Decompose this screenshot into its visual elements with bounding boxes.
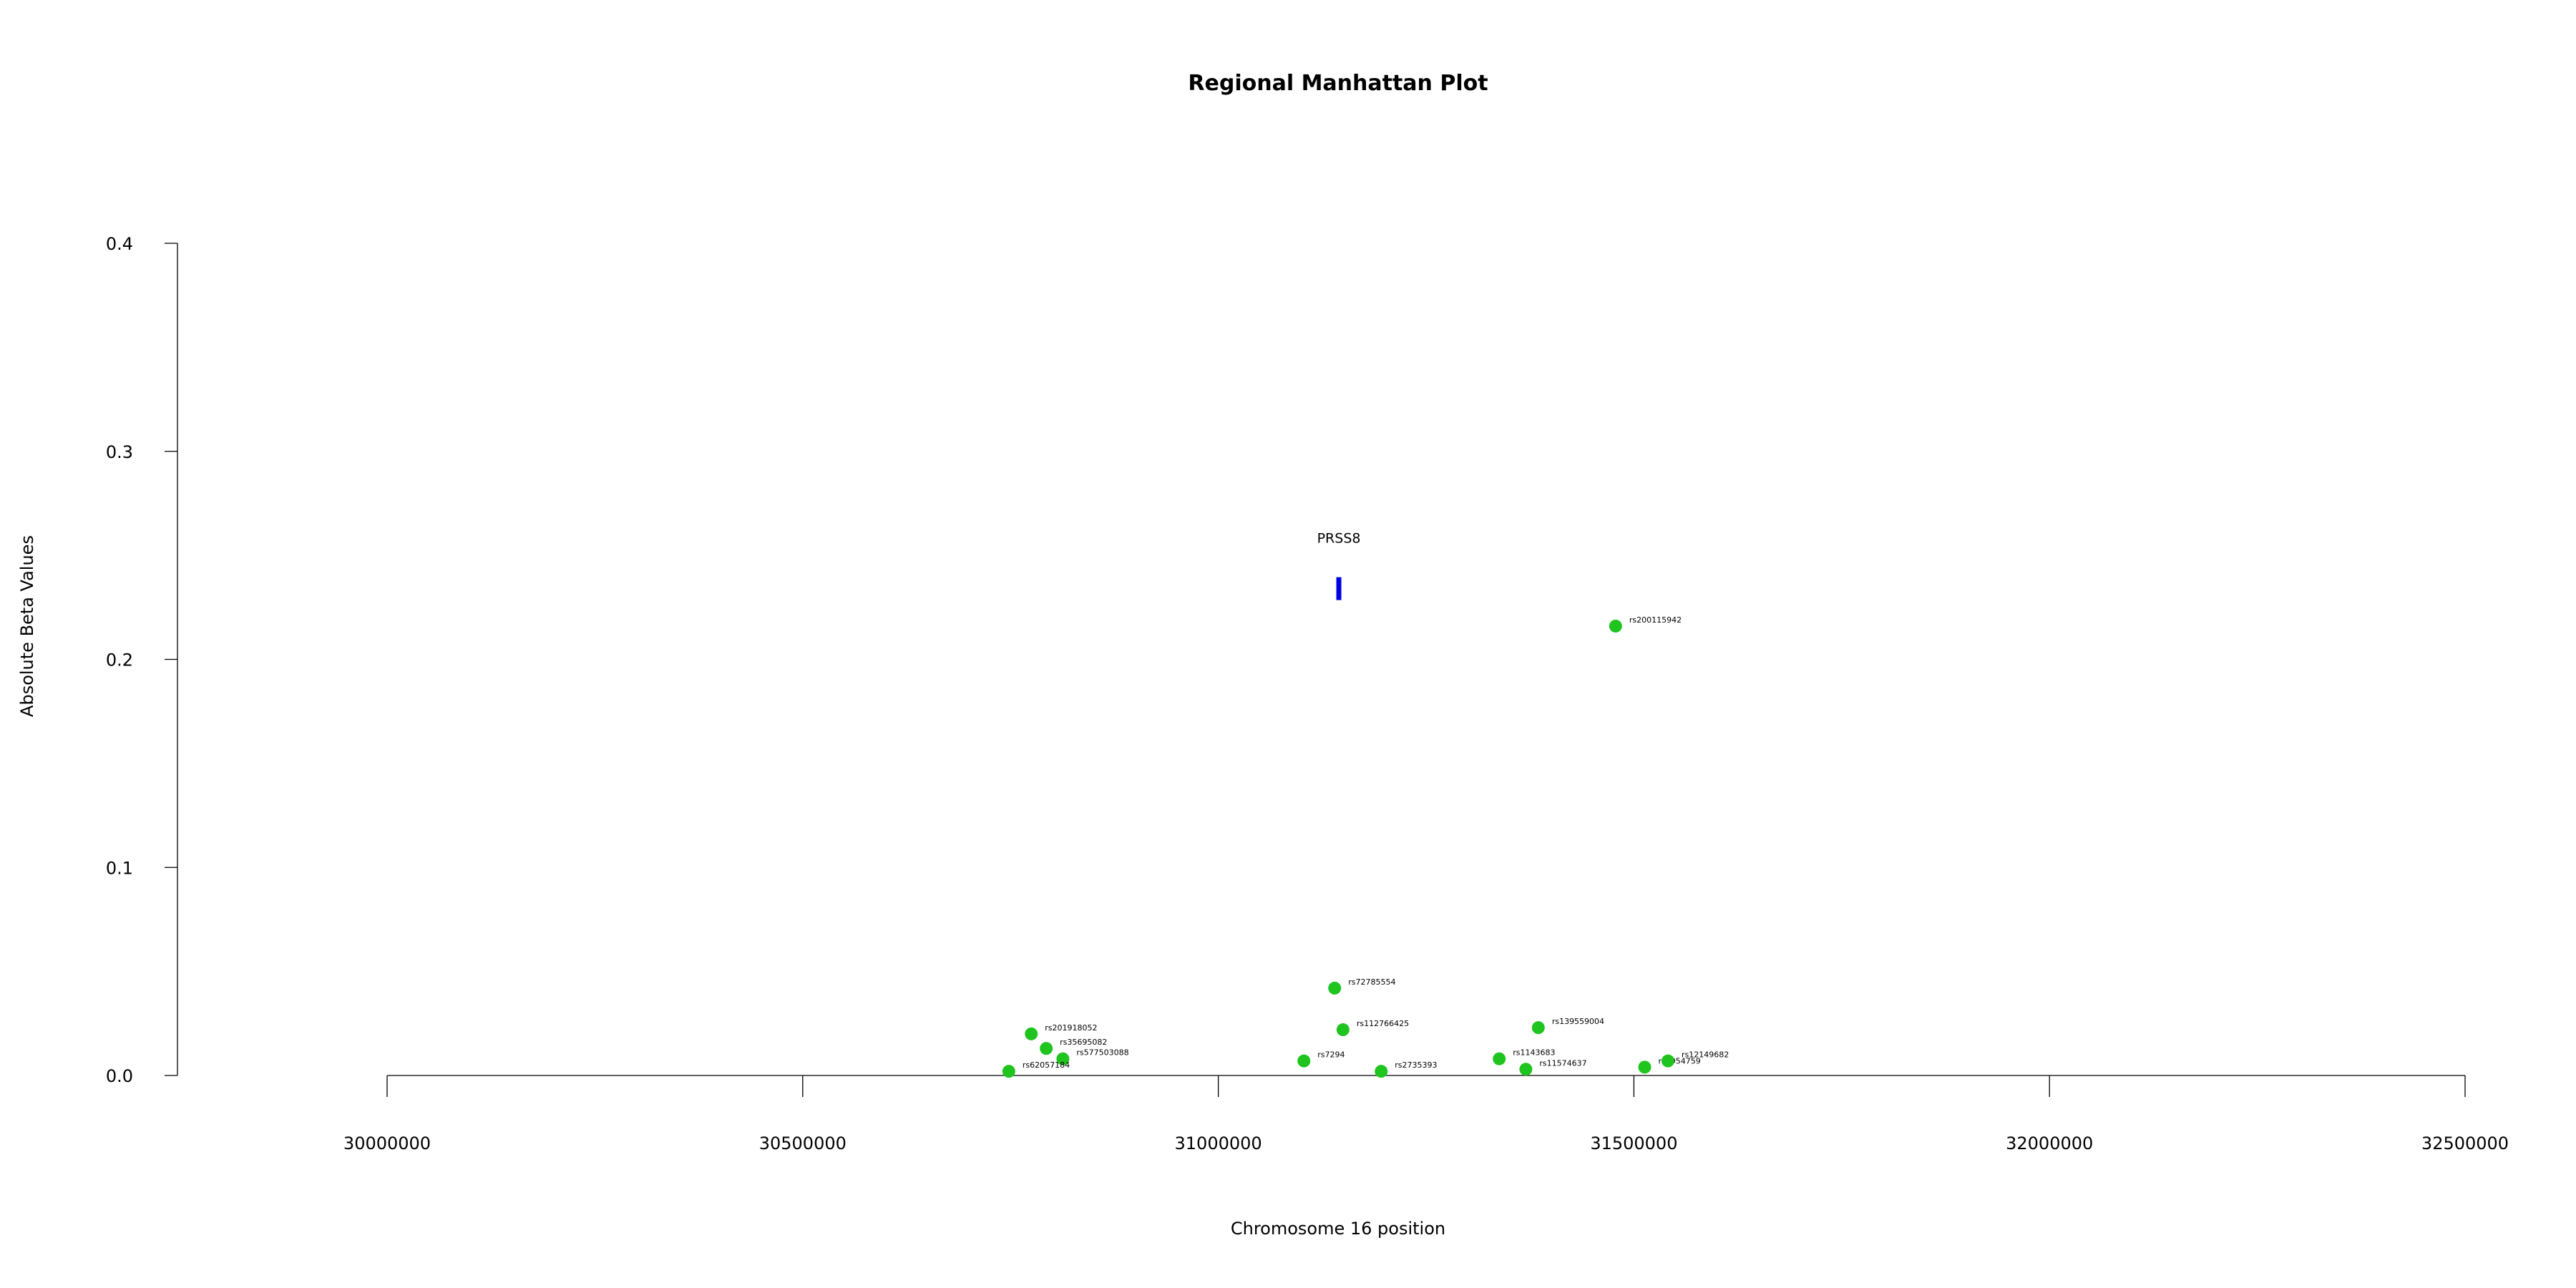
- x-axis-ticks: 30000000 30500000 31000000 31500000 32000000…: [343, 1075, 2509, 1153]
- x-tick-label: 32500000: [2421, 1133, 2509, 1153]
- snp-label: rs139559004: [1552, 1017, 1604, 1026]
- snp-point: [1336, 1023, 1350, 1037]
- snp-label: rs7294: [1317, 1050, 1345, 1060]
- snp-point: [1609, 619, 1622, 633]
- snp-label: rs62057184: [1023, 1060, 1070, 1070]
- snp-label: rs200115942: [1629, 615, 1682, 625]
- snp-label: rs35695082: [1060, 1038, 1107, 1047]
- snp-point: [1638, 1060, 1652, 1074]
- snp-point: [1375, 1065, 1388, 1078]
- snp-point: [1328, 981, 1342, 995]
- snp-label: rs577503088: [1076, 1048, 1128, 1058]
- x-tick-label: 31500000: [1590, 1133, 1677, 1153]
- snp-point: [1297, 1054, 1311, 1068]
- snp-label: rs11574637: [1539, 1058, 1586, 1068]
- y-axis-label: Absolute Beta Values: [17, 535, 37, 717]
- snp-label: rs201918052: [1045, 1023, 1097, 1033]
- snp-point: [1056, 1052, 1070, 1065]
- y-tick-label: 0.1: [106, 858, 133, 878]
- chart-title: Regional Manhattan Plot: [1188, 71, 1488, 96]
- x-axis-label: Chromosome 16 position: [1231, 1219, 1445, 1239]
- snp-point: [1493, 1052, 1506, 1065]
- y-tick-label: 0.2: [106, 650, 133, 670]
- x-tick-label: 31000000: [1175, 1133, 1262, 1153]
- snp-point: [1662, 1054, 1675, 1068]
- snp-label: rs12149682: [1682, 1050, 1729, 1060]
- snp-point: [1531, 1021, 1545, 1035]
- x-tick-label: 30500000: [759, 1133, 847, 1153]
- snp-point: [1025, 1027, 1038, 1040]
- gene-label: PRSS8: [1317, 531, 1361, 547]
- snp-points: rs200115942 rs72785554 rs139559004 rs112766…: [1002, 615, 1729, 1078]
- x-tick-label: 30000000: [343, 1133, 431, 1153]
- y-tick-label: 0.4: [106, 234, 133, 254]
- snp-label: rs112766425: [1357, 1019, 1409, 1028]
- snp-point: [1040, 1042, 1053, 1055]
- y-tick-label: 0.3: [106, 442, 133, 462]
- snp-label: rs1143683: [1513, 1048, 1555, 1058]
- gene-marker-group: PRSS8: [1317, 531, 1361, 600]
- y-axis-ticks: 0.0 0.1 0.2 0.3 0.4: [106, 234, 177, 1086]
- snp-label: rs72785554: [1348, 977, 1395, 987]
- snp-point: [1002, 1065, 1015, 1078]
- y-tick-label: 0.0: [106, 1066, 133, 1086]
- snp-point: [1519, 1063, 1533, 1076]
- x-tick-label: 32000000: [2006, 1133, 2093, 1153]
- snp-label: rs2735393: [1395, 1060, 1437, 1070]
